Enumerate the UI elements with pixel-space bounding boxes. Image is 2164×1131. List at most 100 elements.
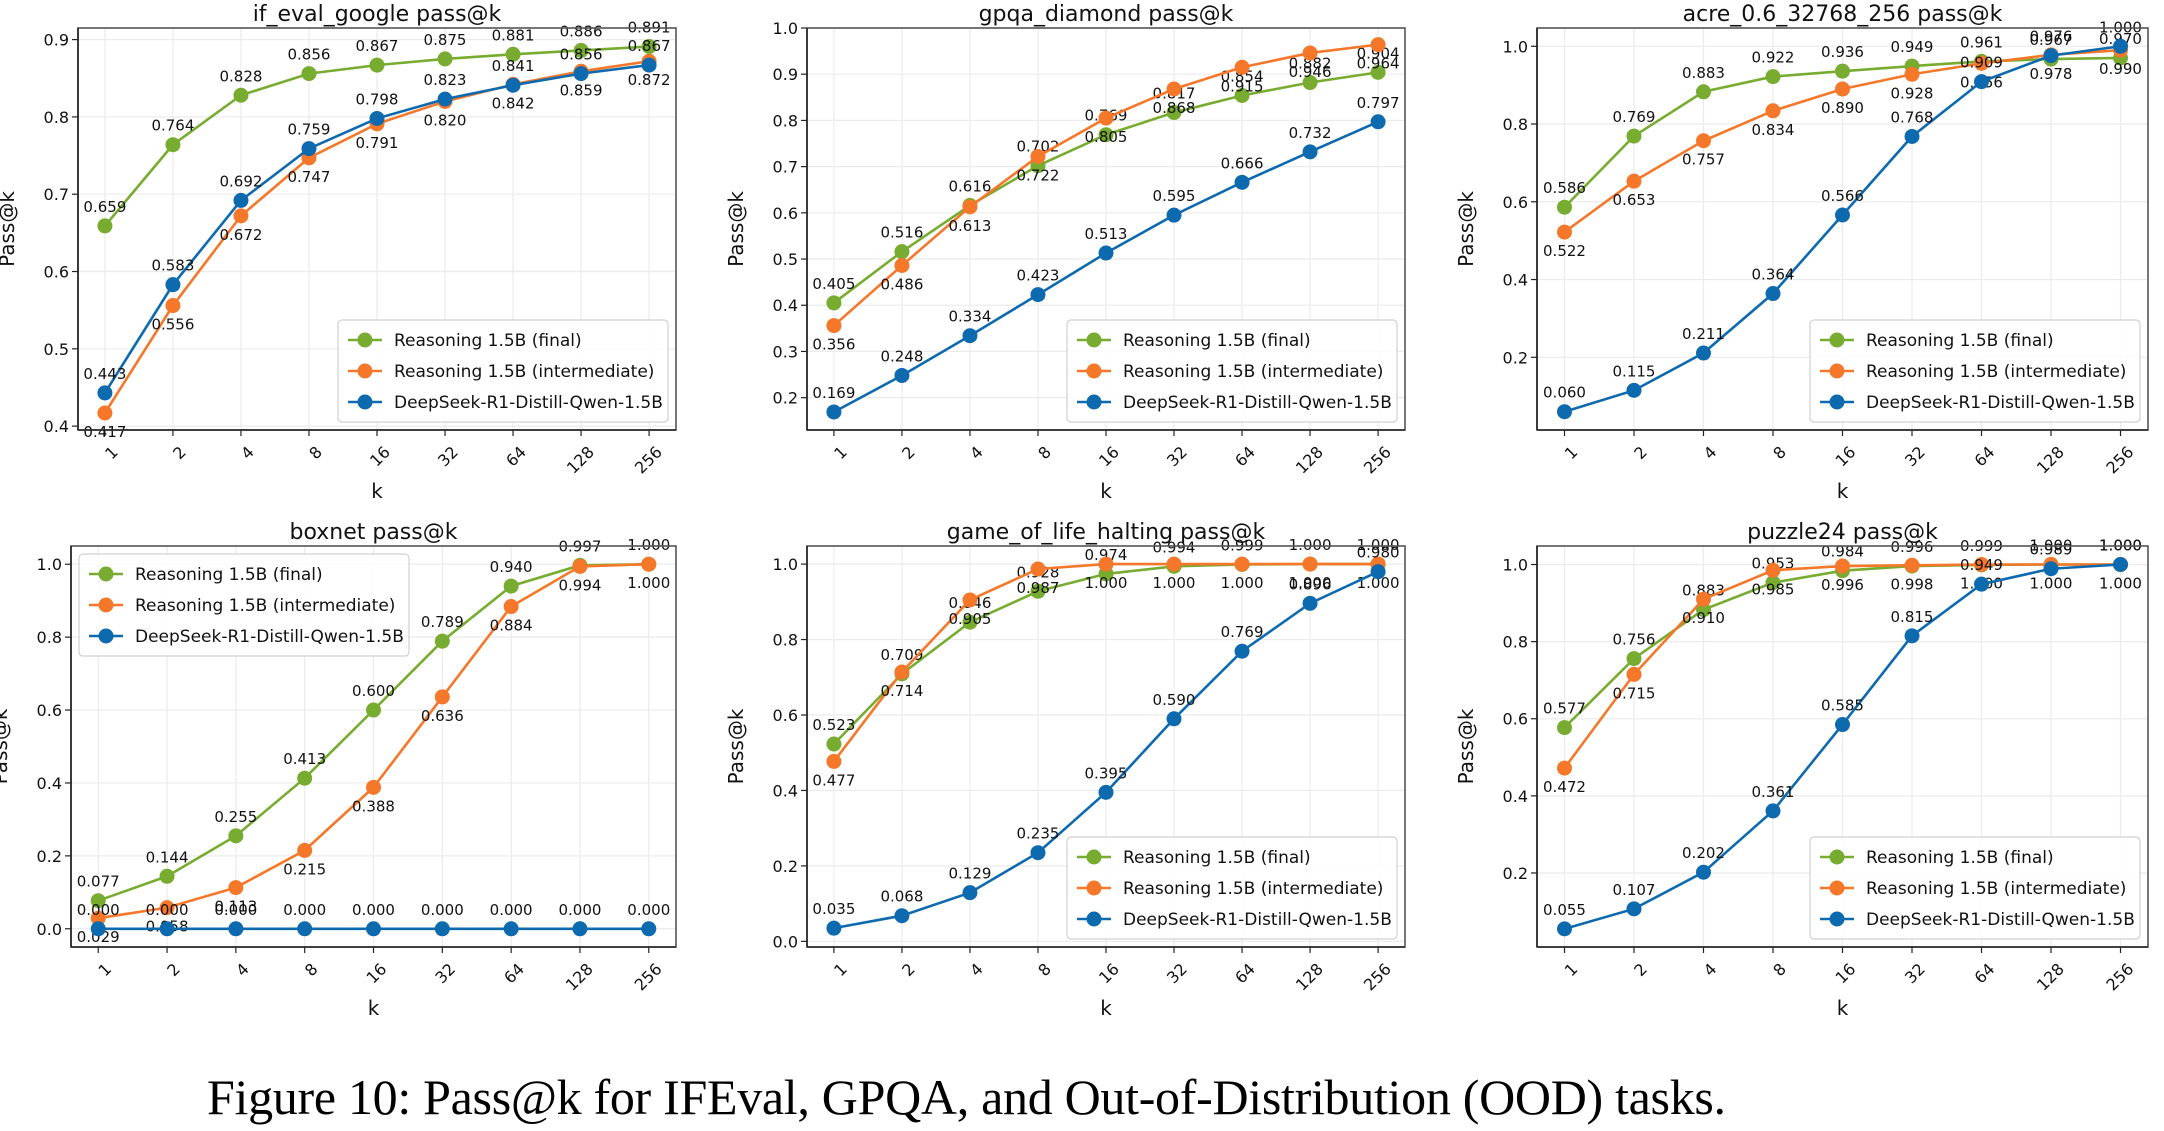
figure-caption: Figure 10: Pass@k for IFEval, GPQA, and … (207, 1069, 1726, 1125)
data-point-intermediate (1626, 173, 1642, 189)
legend-label-deepseek: DeepSeek-R1-Distill-Qwen-1.5B (1866, 393, 2135, 413)
y-tick-label: 0.2 (773, 389, 798, 408)
data-point-final (1166, 105, 1182, 121)
data-label-final: 0.523 (812, 716, 855, 734)
data-point-intermediate (1904, 66, 1920, 82)
x-tick-label: 128 (562, 959, 597, 994)
y-tick-label: 0.4 (1503, 271, 1528, 290)
chart-title: boxnet pass@k (290, 520, 458, 545)
data-label-deepseek: 0.248 (880, 347, 923, 365)
data-point-deepseek (1370, 564, 1386, 580)
data-label-final: 0.882 (1289, 55, 1332, 73)
x-tick-label: 8 (1034, 442, 1055, 463)
data-point-deepseek (894, 908, 910, 924)
data-point-intermediate (1234, 59, 1250, 75)
data-label-deepseek: 0.768 (1891, 108, 1934, 126)
legend-label-final: Reasoning 1.5B (final) (135, 565, 323, 585)
legend-marker-final (357, 332, 373, 348)
data-label-final: 0.144 (146, 848, 189, 866)
x-tick-label: 256 (1360, 959, 1395, 994)
legend-item-intermediate: Reasoning 1.5B (intermediate) (1077, 879, 1383, 899)
data-label-final: 0.994 (1153, 538, 1196, 556)
legend-item-intermediate: Reasoning 1.5B (intermediate) (1820, 879, 2126, 899)
chart-title: gpqa_diamond pass@k (979, 2, 1234, 27)
x-tick-label: 128 (1292, 959, 1327, 994)
data-point-final (962, 614, 978, 630)
data-label-deepseek: 0.211 (1682, 325, 1725, 343)
legend-label-intermediate: Reasoning 1.5B (intermediate) (1123, 362, 1383, 382)
data-point-intermediate (1835, 558, 1850, 574)
data-label-intermediate: 1.000 (2099, 575, 2142, 593)
y-tick-label: 0.8 (773, 631, 798, 650)
data-point-intermediate (1302, 45, 1318, 61)
data-label-intermediate: 0.842 (492, 94, 535, 112)
data-point-intermediate (826, 318, 842, 334)
x-tick-label: 2 (898, 442, 919, 463)
legend-label-intermediate: Reasoning 1.5B (intermediate) (394, 362, 654, 382)
data-point-final (1695, 84, 1711, 100)
chart-panel-2: gpqa_diamond pass@k 0.2 0.3 0.4 0.5 0.6 0.7 0.8… (724, 2, 1406, 503)
x-tick-label: 16 (1095, 442, 1123, 470)
data-label-deepseek: 0.989 (2030, 541, 2073, 559)
data-point-intermediate (1166, 81, 1182, 97)
data-label-deepseek: 0.107 (1613, 881, 1656, 899)
data-label-deepseek: 0.000 (490, 901, 533, 919)
y-tick-label: 0.6 (44, 263, 69, 282)
y-axis-label: Pass@k (724, 708, 748, 784)
y-tick-label: 0.4 (773, 296, 798, 315)
data-label-deepseek: 0.000 (283, 901, 326, 919)
data-label-deepseek: 0.068 (880, 888, 923, 906)
x-tick-label: 16 (1832, 959, 1860, 987)
data-point-intermediate (826, 753, 842, 769)
data-label-deepseek: 0.896 (1289, 575, 1332, 593)
legend-marker-final (1829, 332, 1845, 348)
data-point-final (641, 39, 657, 55)
data-label-intermediate: 0.994 (558, 576, 601, 594)
data-label-intermediate: 1.000 (1289, 574, 1332, 592)
data-point-intermediate (90, 910, 106, 926)
data-label-intermediate: 0.417 (83, 423, 126, 441)
x-tick-label: 1 (830, 442, 851, 463)
data-label-final: 0.940 (490, 558, 533, 576)
x-tick-label: 4 (237, 442, 258, 463)
data-point-deepseek (2043, 48, 2059, 64)
y-tick-label: 1.0 (37, 555, 62, 574)
data-label-intermediate: 0.714 (880, 682, 923, 700)
y-tick-label: 1.0 (773, 555, 798, 574)
data-point-deepseek (434, 921, 450, 937)
data-point-deepseek (1695, 345, 1711, 361)
legend-item-deepseek: DeepSeek-R1-Distill-Qwen-1.5B (1820, 393, 2135, 413)
x-tick-label: 64 (1971, 442, 1999, 470)
x-tick-label: 2 (898, 959, 919, 980)
y-tick-label: 0.0 (37, 920, 62, 939)
data-label-intermediate: 0.998 (1891, 575, 1934, 593)
data-point-deepseek (1370, 114, 1386, 130)
data-label-intermediate: 0.915 (1221, 77, 1264, 95)
legend-item-deepseek: DeepSeek-R1-Distill-Qwen-1.5B (1077, 393, 1392, 413)
data-label-intermediate: 0.486 (880, 276, 923, 294)
data-label-intermediate: 0.653 (1613, 191, 1656, 209)
legend-marker-deepseek (1086, 911, 1102, 927)
data-label-deepseek: 0.000 (558, 901, 601, 919)
x-tick-label: 4 (1700, 442, 1721, 463)
data-label-intermediate: 0.791 (356, 134, 399, 152)
legend-label-intermediate: Reasoning 1.5B (intermediate) (1866, 362, 2126, 382)
data-point-final (159, 868, 175, 884)
data-label-deepseek: 0.867 (628, 37, 671, 55)
chart-title: if_eval_google pass@k (253, 2, 502, 27)
y-tick-label: 0.9 (773, 65, 798, 84)
data-label-deepseek: 0.055 (1543, 901, 1586, 919)
data-label-deepseek: 0.000 (421, 901, 464, 919)
data-point-deepseek (1974, 576, 1990, 592)
data-label-intermediate: 0.910 (1682, 609, 1725, 627)
data-point-intermediate (1166, 556, 1182, 572)
data-point-deepseek (1302, 144, 1318, 160)
data-label-intermediate: 1.000 (1357, 574, 1400, 592)
x-tick-label: 32 (1163, 442, 1191, 470)
legend-box (78, 553, 410, 657)
data-point-intermediate (1904, 557, 1920, 573)
data-point-deepseek (1626, 382, 1642, 398)
x-tick-label: 128 (2033, 442, 2068, 477)
data-label-intermediate: 1.000 (1221, 574, 1264, 592)
data-point-deepseek (366, 921, 381, 937)
